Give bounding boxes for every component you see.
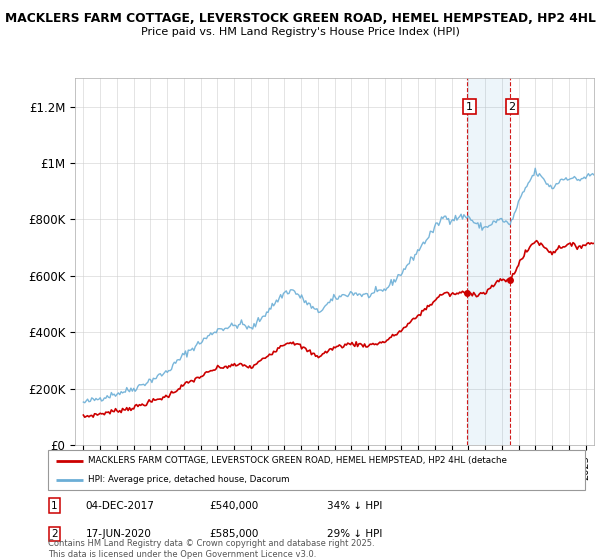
Text: MACKLERS FARM COTTAGE, LEVERSTOCK GREEN ROAD, HEMEL HEMPSTEAD, HP2 4HL: MACKLERS FARM COTTAGE, LEVERSTOCK GREEN … bbox=[5, 12, 595, 25]
FancyBboxPatch shape bbox=[48, 450, 585, 490]
Text: MACKLERS FARM COTTAGE, LEVERSTOCK GREEN ROAD, HEMEL HEMPSTEAD, HP2 4HL (detache: MACKLERS FARM COTTAGE, LEVERSTOCK GREEN … bbox=[88, 456, 507, 465]
Text: 1: 1 bbox=[51, 501, 58, 511]
Text: 34% ↓ HPI: 34% ↓ HPI bbox=[327, 501, 383, 511]
Text: 2: 2 bbox=[509, 101, 515, 111]
Text: 29% ↓ HPI: 29% ↓ HPI bbox=[327, 529, 383, 539]
Text: 1: 1 bbox=[466, 101, 473, 111]
Text: HPI: Average price, detached house, Dacorum: HPI: Average price, detached house, Daco… bbox=[88, 475, 290, 484]
Text: 04-DEC-2017: 04-DEC-2017 bbox=[86, 501, 154, 511]
Text: 17-JUN-2020: 17-JUN-2020 bbox=[86, 529, 151, 539]
Text: £585,000: £585,000 bbox=[209, 529, 259, 539]
Text: £540,000: £540,000 bbox=[209, 501, 259, 511]
Text: 2: 2 bbox=[51, 529, 58, 539]
Text: Contains HM Land Registry data © Crown copyright and database right 2025.
This d: Contains HM Land Registry data © Crown c… bbox=[48, 539, 374, 559]
Bar bbox=[467, 78, 509, 445]
Text: Price paid vs. HM Land Registry's House Price Index (HPI): Price paid vs. HM Land Registry's House … bbox=[140, 27, 460, 37]
